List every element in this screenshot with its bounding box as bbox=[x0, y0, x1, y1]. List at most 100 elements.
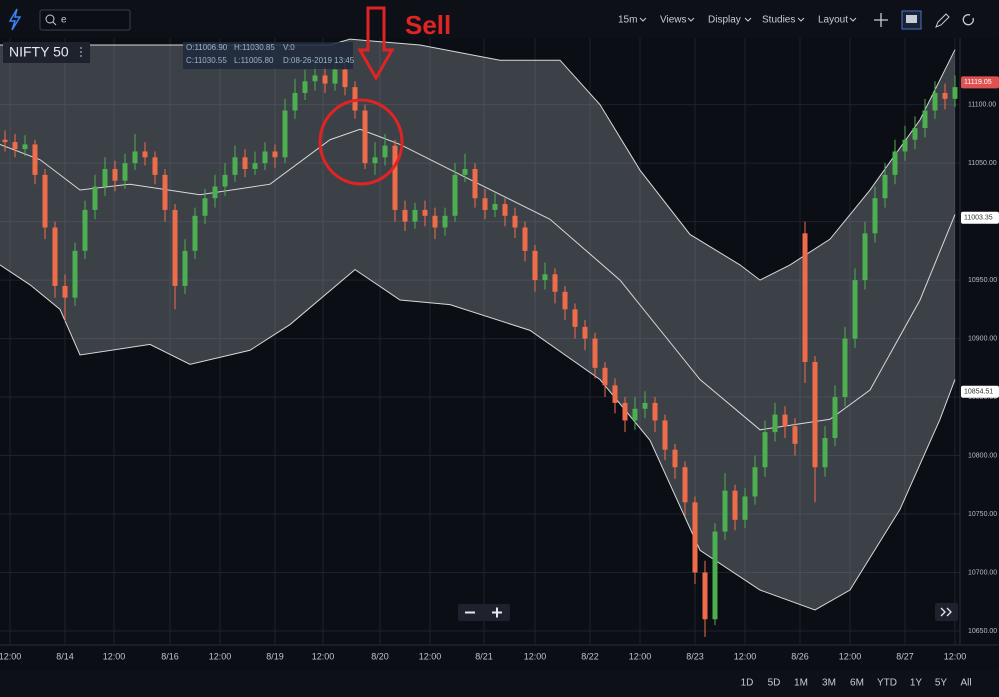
grid bbox=[0, 38, 960, 645]
candle-body bbox=[142, 151, 148, 158]
candle-body bbox=[422, 209, 428, 216]
range-button[interactable]: 3M bbox=[822, 678, 836, 689]
legend-volume: V:0 bbox=[283, 43, 295, 52]
interval-menu[interactable]: 15m bbox=[618, 15, 637, 26]
candle-body bbox=[872, 198, 878, 234]
zoom-in[interactable] bbox=[492, 607, 502, 618]
symbol-menu[interactable] bbox=[80, 47, 82, 57]
candle-body bbox=[482, 198, 488, 210]
candle-body bbox=[242, 157, 248, 169]
x-tick-label: 8/20 bbox=[371, 651, 389, 661]
candle-body bbox=[82, 209, 88, 251]
logo[interactable] bbox=[8, 8, 22, 31]
candle-body bbox=[572, 309, 578, 327]
price-tag bbox=[961, 76, 999, 89]
layout-menu[interactable]: Layout bbox=[818, 15, 848, 26]
candle-body bbox=[202, 198, 208, 216]
candle-body bbox=[742, 496, 748, 520]
candle-body bbox=[902, 139, 908, 152]
x-tick-label: 12:00 bbox=[944, 651, 967, 661]
add-button[interactable] bbox=[874, 13, 888, 27]
candle-body bbox=[822, 437, 828, 468]
candle-body bbox=[622, 402, 628, 421]
candle-body bbox=[412, 209, 418, 222]
search-text: e bbox=[61, 15, 67, 26]
draw-button[interactable] bbox=[935, 13, 950, 28]
candle-body bbox=[262, 151, 268, 164]
candle-body bbox=[592, 338, 598, 368]
y-tick-label: 10750.00 bbox=[968, 511, 997, 518]
candle-body bbox=[402, 209, 408, 222]
candle-body bbox=[682, 467, 688, 503]
views-menu[interactable]: Views bbox=[660, 15, 687, 26]
range-button[interactable]: 5D bbox=[768, 678, 781, 689]
range-button[interactable]: 6M bbox=[850, 678, 864, 689]
candle-body bbox=[172, 209, 178, 286]
scroll-icon bbox=[940, 607, 952, 617]
range-button[interactable]: 1D bbox=[741, 678, 754, 689]
candle-body bbox=[152, 157, 158, 175]
candle-body bbox=[322, 75, 328, 84]
candle-body bbox=[102, 168, 108, 187]
candle-body bbox=[942, 92, 948, 99]
candle-body bbox=[432, 215, 438, 228]
y-tick-label: 10950.00 bbox=[968, 277, 997, 284]
candle-body bbox=[302, 81, 308, 93]
price-tag-label: 11003.35 bbox=[964, 215, 993, 222]
x-tick-label: 12:00 bbox=[312, 651, 335, 661]
range-button[interactable]: 1M bbox=[794, 678, 808, 689]
x-tick-label: 12:00 bbox=[734, 651, 757, 661]
range-button[interactable]: YTD bbox=[877, 678, 897, 689]
candle-body bbox=[802, 233, 808, 362]
candle-body bbox=[792, 426, 798, 444]
x-tick-label: 8/21 bbox=[475, 651, 493, 661]
y-tick-label: 10700.00 bbox=[968, 569, 997, 576]
x-tick-label: 12:00 bbox=[0, 651, 21, 661]
candle-body bbox=[912, 128, 918, 140]
candle-body bbox=[372, 157, 378, 164]
candle-body bbox=[232, 157, 238, 175]
candle-body bbox=[892, 151, 898, 175]
candle-body bbox=[42, 174, 48, 228]
x-tick-label: 8/23 bbox=[686, 651, 704, 661]
x-tick-label: 12:00 bbox=[103, 651, 126, 661]
candle-body bbox=[122, 163, 128, 181]
candle-body bbox=[222, 174, 228, 187]
candle-body bbox=[12, 142, 18, 150]
candle-body bbox=[462, 168, 468, 175]
search-icon bbox=[45, 14, 55, 24]
candle-body bbox=[342, 69, 348, 88]
legend-open: O:11006.90 bbox=[186, 43, 228, 52]
legend-close: C:11030.55 bbox=[186, 56, 227, 65]
candle-body bbox=[862, 233, 868, 281]
sell-circle bbox=[318, 98, 404, 186]
candles bbox=[2, 57, 958, 637]
refresh-button[interactable] bbox=[962, 14, 974, 26]
y-tick-label: 10800.00 bbox=[968, 452, 997, 459]
legend-low: L:11005.80 bbox=[234, 56, 274, 65]
candle-body bbox=[72, 250, 78, 298]
symbol-box[interactable] bbox=[3, 42, 90, 63]
scroll-right[interactable] bbox=[935, 603, 958, 621]
candle-body bbox=[752, 467, 758, 497]
candle-body bbox=[292, 92, 298, 111]
candle-body bbox=[2, 139, 8, 143]
x-tick-label: 8/19 bbox=[266, 651, 284, 661]
candle-body bbox=[312, 75, 318, 82]
range-button[interactable]: All bbox=[960, 678, 971, 689]
search-box[interactable] bbox=[39, 9, 131, 31]
x-tick-label: 12:00 bbox=[629, 651, 652, 661]
x-tick-label: 8/27 bbox=[896, 651, 914, 661]
candle-body bbox=[782, 414, 788, 427]
candle-body bbox=[952, 87, 958, 99]
range-button[interactable]: 5Y bbox=[935, 678, 948, 689]
band-fill bbox=[0, 39, 955, 610]
display-menu[interactable]: Display bbox=[708, 15, 741, 26]
range-button[interactable]: 1Y bbox=[910, 678, 923, 689]
candle-body bbox=[112, 168, 118, 181]
studies-menu[interactable]: Studies bbox=[762, 15, 795, 26]
candle-body bbox=[642, 402, 648, 409]
candle-body bbox=[362, 110, 368, 164]
candle-body bbox=[562, 291, 568, 310]
candle-body bbox=[722, 490, 728, 532]
